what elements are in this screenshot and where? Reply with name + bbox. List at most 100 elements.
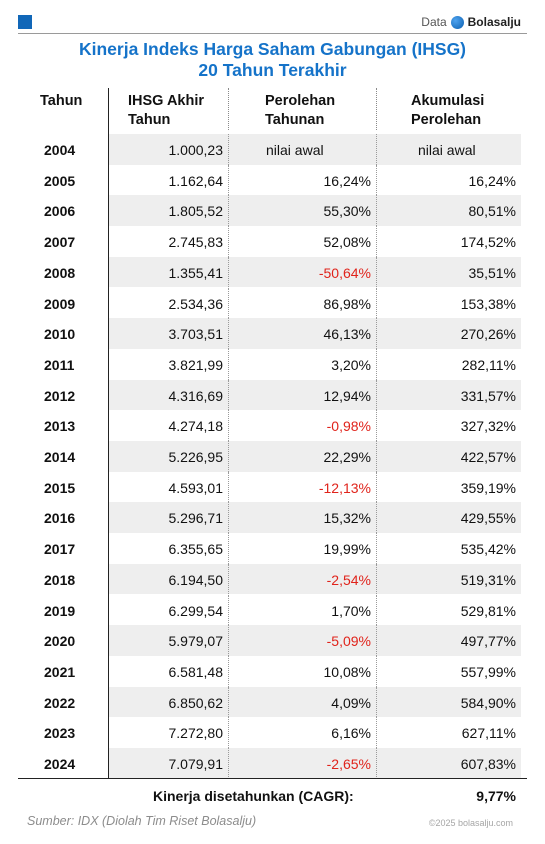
cell-annual-gain: 86,98% [323,295,371,312]
cell-annual-gain: 1,70% [331,602,371,619]
table-row: 2010 3.703,51 46,13% 270,26% [0,318,545,349]
header-ihsg-line1: IHSG Akhir [128,93,205,109]
cell-year: 2016 [44,510,76,527]
header-divider-2 [376,88,377,130]
cell-year: 2006 [44,203,76,220]
table-row: 2012 4.316,69 12,94% 331,57% [0,379,545,411]
cagr-value: 9,77% [476,788,516,804]
column-divider [228,563,229,595]
header-gain-line2: Tahunan [265,112,325,128]
cell-annual-gain: 15,32% [323,510,371,527]
cell-year: 2014 [44,449,76,465]
cell-ihsg: 4.316,69 [168,387,224,404]
cell-year: 2005 [44,172,76,189]
column-divider [376,226,377,257]
column-divider [228,226,229,257]
cell-year: 2024 [44,756,76,772]
cell-ihsg: 6.194,50 [168,571,224,588]
column-divider [376,563,377,595]
cell-ihsg: 6.355,65 [168,541,224,558]
row-background [109,625,521,656]
table-row: 2021 6.581,48 10,08% 557,99% [0,655,545,687]
table-row: 2016 5.296,71 15,32% 429,55% [0,502,545,534]
source-note: Sumber: IDX (Diolah Tim Riset Bolasalju) [27,814,257,828]
table-row: 2009 2.534,36 86,98% 153,38% [0,287,545,319]
cell-accumulated-gain: 35,51% [468,264,516,281]
table-row: 2004 1.000,23 nilai awal nilai awal [0,134,545,165]
cell-annual-gain: -2,65% [326,756,371,772]
table-row: 2020 5.979,07 -5,09% 497,77% [0,625,545,656]
cell-ihsg: 7.079,91 [168,756,224,772]
brand-square-icon [18,15,32,29]
cell-accumulated-gain: nilai awal [418,142,476,158]
cell-annual-gain: -0,98% [326,418,371,435]
cell-year: 2015 [44,479,76,496]
header-ihsg: IHSG Akhir Tahun [128,92,204,130]
cell-annual-gain: nilai awal [266,142,324,158]
cell-annual-gain: 22,29% [323,449,371,465]
row-background [109,441,521,472]
column-divider [228,134,229,165]
column-divider [228,471,229,503]
column-divider [376,164,377,196]
table-row: 2013 4.274,18 -0,98% 327,32% [0,410,545,441]
column-divider [228,348,229,380]
cell-ihsg: 3.703,51 [168,326,224,343]
table-row: 2017 6.355,65 19,99% 535,42% [0,533,545,564]
column-divider [228,625,229,656]
cell-accumulated-gain: 282,11% [461,356,516,373]
row-background [109,256,521,288]
cell-accumulated-gain: 153,38% [460,295,516,312]
header-gain: Perolehan Tahunan [265,92,335,130]
cell-ihsg: 5.226,95 [168,449,224,465]
cell-year: 2007 [44,234,76,251]
column-divider [376,379,377,411]
column-divider [376,318,377,349]
header-ihsg-line2: Tahun [128,112,171,128]
cell-annual-gain: -5,09% [326,633,371,650]
cell-year: 2020 [44,633,76,650]
column-divider [228,594,229,626]
cell-accumulated-gain: 359,19% [460,479,516,496]
column-divider [376,717,377,748]
cell-ihsg: 5.296,71 [168,510,224,527]
cell-year: 2004 [44,142,76,158]
cell-year: 2018 [44,571,76,588]
column-divider [376,686,377,718]
table-row: 2007 2.745,83 52,08% 174,52% [0,226,545,257]
header-acc-line2: Perolehan [411,112,482,128]
column-divider [228,655,229,687]
header-acc: Akumulasi Perolehan [411,92,484,130]
column-divider [376,410,377,441]
column-divider [228,379,229,411]
column-divider [228,748,229,779]
cell-accumulated-gain: 270,26% [460,326,516,343]
header-year: Tahun [40,93,83,109]
brand-name: Bolasalju [467,15,521,29]
cell-ihsg: 6.299,54 [168,602,224,619]
table-row: 2006 1.805,52 55,30% 80,51% [0,195,545,227]
table-row: 2019 6.299,54 1,70% 529,81% [0,594,545,626]
table-row: 2024 7.079,91 -2,65% 607,83% [0,748,545,779]
column-divider [228,441,229,472]
cell-accumulated-gain: 584,90% [460,694,516,711]
brand-logo: Data Bolasalju [421,15,521,29]
cell-ihsg: 1.355,41 [168,264,224,281]
table-row: 2018 6.194,50 -2,54% 519,31% [0,563,545,595]
header-divider-1 [228,88,229,130]
cell-ihsg: 2.534,36 [168,295,224,312]
cell-accumulated-gain: 519,31% [460,571,516,588]
cell-accumulated-gain: 80,51% [468,203,516,220]
cell-annual-gain: 52,08% [323,234,371,251]
cell-accumulated-gain: 174,52% [460,234,516,251]
cell-year: 2022 [44,694,76,711]
column-divider [376,134,377,165]
column-divider [228,410,229,441]
cell-accumulated-gain: 429,55% [460,510,516,527]
cell-ihsg: 6.850,62 [168,694,224,711]
cell-annual-gain: 12,94% [323,387,371,404]
chart-subtitle: 20 Tahun Terakhir [198,60,347,80]
cell-accumulated-gain: 607,83% [460,756,516,772]
column-divider [228,533,229,564]
table-bottom-rule [18,778,527,779]
